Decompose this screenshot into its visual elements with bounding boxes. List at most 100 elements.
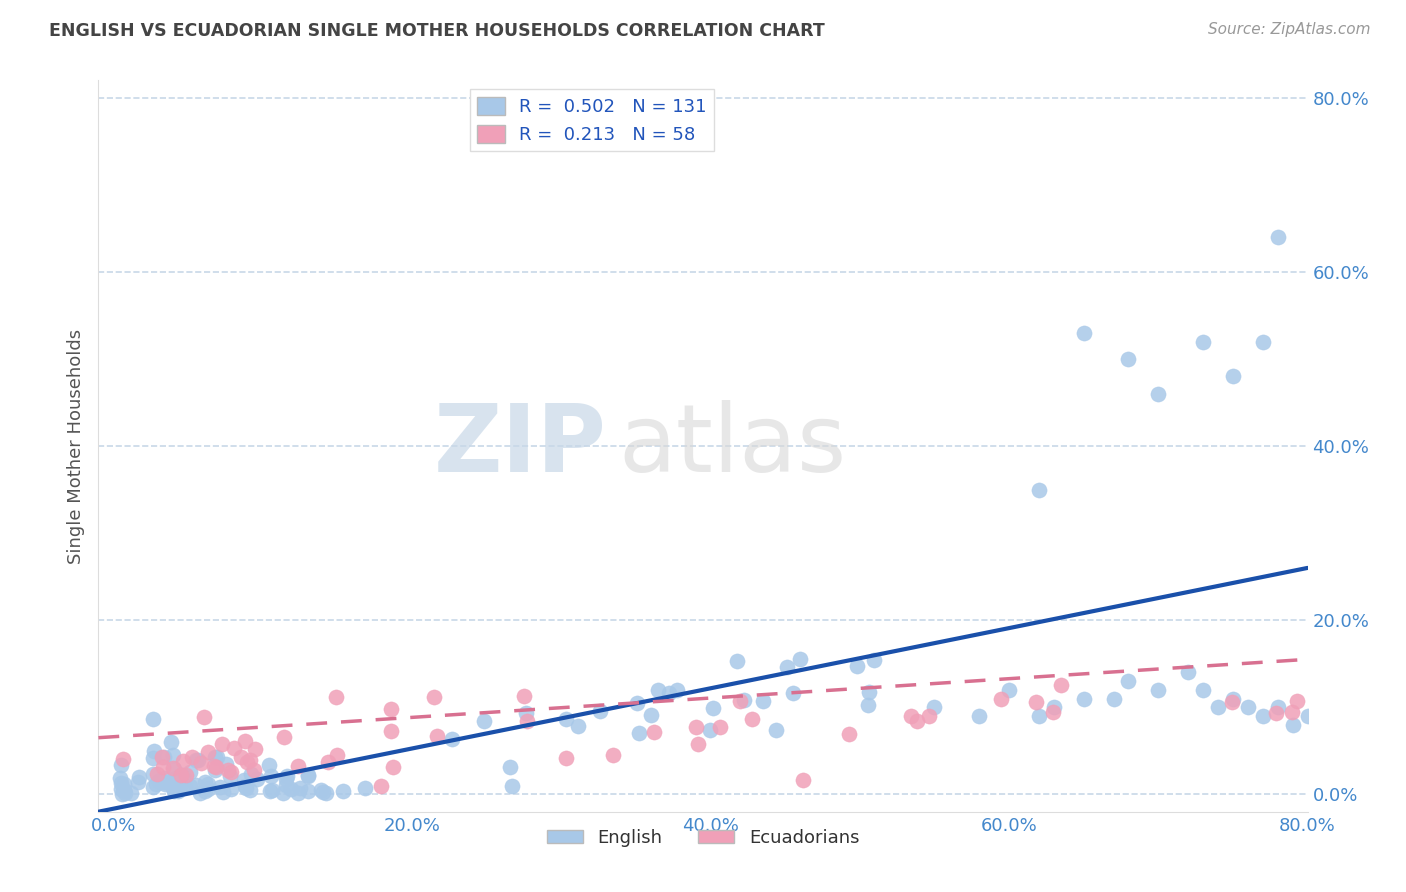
Point bbox=[1267, 700, 1289, 714]
Point bbox=[474, 714, 496, 729]
Point bbox=[1220, 695, 1243, 709]
Point bbox=[173, 780, 195, 794]
Point bbox=[276, 769, 298, 783]
Point bbox=[274, 772, 297, 787]
Point bbox=[380, 702, 402, 716]
Point bbox=[326, 747, 349, 762]
Point bbox=[567, 718, 589, 732]
Point bbox=[215, 757, 238, 772]
Point bbox=[316, 755, 339, 769]
Point bbox=[167, 770, 190, 784]
Point bbox=[647, 682, 669, 697]
Point bbox=[765, 723, 787, 737]
Point bbox=[423, 690, 446, 705]
Point bbox=[163, 775, 186, 789]
Point bbox=[658, 686, 681, 700]
Point bbox=[1222, 369, 1244, 384]
Text: ENGLISH VS ECUADORIAN SINGLE MOTHER HOUSEHOLDS CORRELATION CHART: ENGLISH VS ECUADORIAN SINGLE MOTHER HOUS… bbox=[49, 22, 825, 40]
Point bbox=[145, 777, 167, 791]
Point bbox=[187, 754, 209, 768]
Point bbox=[148, 774, 170, 789]
Point bbox=[162, 761, 184, 775]
Point bbox=[184, 779, 207, 793]
Point bbox=[197, 777, 219, 791]
Point bbox=[235, 779, 257, 793]
Point bbox=[172, 767, 194, 781]
Point bbox=[1206, 700, 1229, 714]
Point bbox=[1177, 665, 1199, 680]
Point bbox=[186, 753, 208, 767]
Point bbox=[315, 786, 337, 800]
Point bbox=[276, 778, 298, 792]
Point bbox=[190, 756, 212, 770]
Point bbox=[846, 658, 869, 673]
Point bbox=[1043, 700, 1066, 714]
Point bbox=[110, 782, 132, 797]
Point bbox=[1028, 483, 1050, 497]
Point bbox=[370, 779, 392, 793]
Point bbox=[1147, 386, 1170, 401]
Point bbox=[512, 689, 534, 703]
Point bbox=[120, 786, 142, 800]
Point bbox=[212, 784, 235, 798]
Point bbox=[905, 714, 928, 729]
Point bbox=[156, 775, 179, 789]
Point bbox=[354, 780, 377, 795]
Point bbox=[197, 781, 219, 796]
Point bbox=[243, 764, 266, 778]
Point bbox=[1042, 706, 1064, 720]
Point bbox=[205, 750, 228, 764]
Point bbox=[312, 785, 335, 799]
Point bbox=[179, 779, 201, 793]
Point bbox=[217, 764, 239, 778]
Point bbox=[233, 734, 256, 748]
Point bbox=[1028, 709, 1050, 723]
Point bbox=[728, 694, 751, 708]
Point bbox=[332, 784, 354, 798]
Point bbox=[516, 714, 538, 728]
Point bbox=[554, 713, 576, 727]
Point bbox=[288, 780, 311, 795]
Point bbox=[153, 774, 176, 789]
Point bbox=[555, 751, 578, 765]
Legend: English, Ecuadorians: English, Ecuadorians bbox=[540, 822, 866, 854]
Point bbox=[172, 774, 194, 789]
Point bbox=[108, 771, 131, 785]
Point bbox=[856, 698, 879, 712]
Point bbox=[179, 764, 201, 779]
Point bbox=[146, 767, 169, 781]
Point bbox=[231, 749, 253, 764]
Point bbox=[202, 759, 225, 773]
Point bbox=[666, 683, 689, 698]
Point bbox=[271, 786, 294, 800]
Point bbox=[297, 784, 319, 798]
Point bbox=[741, 712, 763, 726]
Point bbox=[1281, 717, 1303, 731]
Point bbox=[297, 768, 319, 782]
Point bbox=[239, 753, 262, 767]
Point bbox=[688, 737, 710, 751]
Text: ZIP: ZIP bbox=[433, 400, 606, 492]
Point bbox=[381, 760, 404, 774]
Point bbox=[152, 771, 174, 785]
Point bbox=[163, 762, 186, 776]
Point bbox=[150, 749, 173, 764]
Point bbox=[602, 747, 624, 762]
Point bbox=[1265, 706, 1288, 720]
Point bbox=[152, 750, 174, 764]
Point bbox=[640, 708, 662, 723]
Point bbox=[918, 709, 941, 723]
Point bbox=[204, 760, 226, 774]
Point bbox=[110, 758, 132, 772]
Point bbox=[501, 779, 523, 793]
Point bbox=[709, 720, 731, 734]
Point bbox=[1147, 682, 1170, 697]
Point bbox=[239, 766, 262, 780]
Point bbox=[628, 726, 651, 740]
Point bbox=[163, 772, 186, 786]
Point bbox=[142, 780, 165, 794]
Point bbox=[162, 747, 184, 762]
Point bbox=[163, 783, 186, 797]
Text: Source: ZipAtlas.com: Source: ZipAtlas.com bbox=[1208, 22, 1371, 37]
Point bbox=[1296, 709, 1319, 723]
